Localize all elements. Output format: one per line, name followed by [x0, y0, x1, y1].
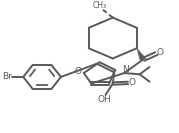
Text: Br: Br — [2, 72, 12, 81]
Text: CH₃: CH₃ — [92, 1, 106, 10]
Text: O: O — [157, 48, 164, 57]
Polygon shape — [137, 48, 146, 60]
Text: OH: OH — [98, 95, 112, 104]
Text: N: N — [122, 65, 129, 74]
Text: O: O — [128, 78, 136, 87]
Text: O: O — [74, 67, 81, 76]
